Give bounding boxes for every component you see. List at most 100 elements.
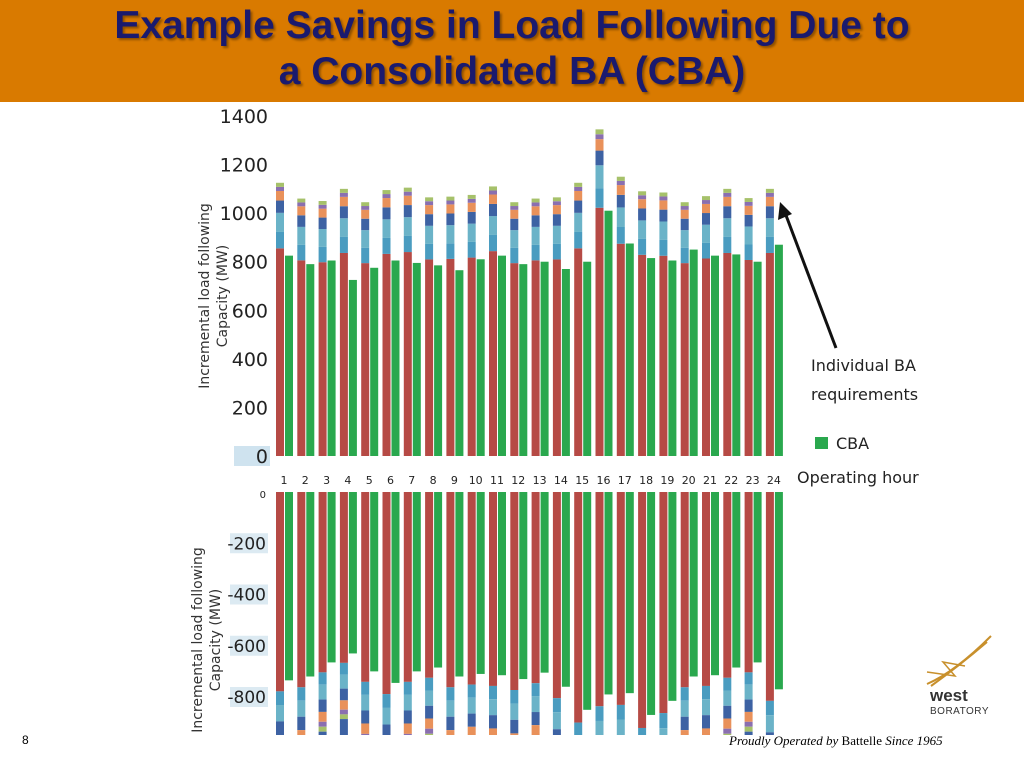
- ba-bar-segment: [382, 207, 391, 220]
- x-tick-label: 16: [597, 474, 611, 487]
- ba-bar-segment: [297, 206, 306, 216]
- ba-neg-bar-segment: [595, 492, 604, 707]
- cba-bar: [668, 260, 677, 456]
- ba-neg-bar-segment: [489, 492, 497, 686]
- bottom-y-tick-highlight: [230, 533, 268, 554]
- ba-neg-bar-segment: [403, 694, 412, 711]
- ba-neg-bar-segment: [552, 712, 561, 730]
- cba-neg-bar: [540, 492, 549, 673]
- ba-neg-bar-segment: [638, 492, 647, 728]
- x-axis-label: Operating hour: [797, 468, 919, 487]
- ba-neg-bar-segment: [638, 727, 647, 735]
- ba-bar-segment: [659, 192, 668, 197]
- ba-neg-bar-segment: [616, 719, 625, 735]
- x-tick-label: 24: [767, 474, 781, 487]
- ba-bar-segment: [702, 258, 710, 456]
- ba-bar-segment: [680, 209, 689, 219]
- cba-bar: [604, 210, 613, 456]
- ba-bar-segment: [531, 198, 540, 203]
- legend-individual-line2: requirements: [811, 385, 919, 404]
- ba-neg-bar-segment: [552, 492, 561, 699]
- x-tick-label: 8: [430, 474, 437, 487]
- ba-bar-segment: [489, 251, 497, 456]
- ba-bar-segment: [765, 192, 774, 197]
- ba-bar-segment: [531, 202, 540, 207]
- ba-neg-bar-segment: [659, 492, 668, 714]
- top-y-axis-title-line1: Incremental load following: [197, 203, 213, 389]
- cba-bar: [370, 267, 379, 456]
- ba-bar-segment: [702, 213, 710, 225]
- ba-bar-segment: [552, 197, 561, 202]
- x-tick-label: 14: [554, 474, 568, 487]
- cba-neg-bar: [434, 492, 443, 668]
- ba-bar-segment: [765, 206, 774, 219]
- cba-neg-bar: [711, 492, 719, 676]
- ba-bar-segment: [574, 186, 583, 191]
- ba-bar-segment: [318, 204, 327, 209]
- ba-bar-segment: [510, 202, 519, 207]
- top-y-tick-label: 200: [232, 397, 268, 419]
- cba-neg-bar: [583, 492, 592, 710]
- ba-neg-bar-segment: [318, 684, 327, 700]
- ba-bar-segment: [510, 206, 519, 210]
- ba-bar-segment: [297, 260, 306, 456]
- ba-neg-bar-segment: [361, 681, 370, 695]
- ba-bar-segment: [297, 215, 306, 227]
- cba-neg-bar: [348, 492, 357, 654]
- x-tick-label: 2: [302, 474, 309, 487]
- x-tick-label: 11: [490, 474, 504, 487]
- ba-bar-segment: [276, 182, 284, 187]
- ba-bar-segment: [765, 188, 774, 193]
- ba-bar-segment: [382, 219, 391, 238]
- ba-neg-bar-segment: [744, 726, 753, 732]
- bottom-y-tick-highlight: [230, 687, 268, 707]
- ba-neg-bar-segment: [403, 710, 412, 724]
- cba-bar: [753, 261, 762, 456]
- x-tick-label: 19: [660, 474, 674, 487]
- ba-bar-segment: [723, 218, 732, 237]
- ba-neg-bar-segment: [446, 700, 455, 717]
- ba-bar-segment: [276, 212, 284, 232]
- ba-neg-bar-segment: [510, 703, 519, 720]
- ba-bar-segment: [403, 187, 412, 192]
- ba-neg-bar-segment: [702, 685, 710, 700]
- ba-bar-segment: [382, 237, 391, 254]
- cba-neg-bar: [391, 492, 400, 683]
- ba-neg-bar-segment: [531, 492, 540, 684]
- x-tick-label: 5: [366, 474, 373, 487]
- footer-text: Proudly Operated by Battelle Since 1965: [729, 733, 943, 749]
- ba-bar-segment: [744, 201, 753, 206]
- cba-bar: [434, 265, 443, 456]
- ba-bar-segment: [318, 229, 327, 247]
- x-tick-label: 23: [746, 474, 760, 487]
- top-y-tick-label: 1200: [220, 155, 268, 177]
- ba-bar-segment: [467, 198, 476, 203]
- ba-neg-bar-segment: [680, 716, 689, 731]
- ba-bar-segment: [489, 186, 497, 191]
- ba-bar-segment: [765, 236, 774, 253]
- ba-bar-segment: [531, 260, 540, 456]
- cba-bar: [455, 270, 464, 456]
- ba-bar-segment: [552, 201, 561, 206]
- cba-bar: [476, 259, 485, 456]
- ba-neg-bar-segment: [276, 691, 284, 706]
- title-banner: Example Savings in Load Following Due to…: [0, 0, 1024, 102]
- ba-bar-segment: [425, 201, 434, 206]
- ba-neg-bar-segment: [425, 690, 434, 706]
- ba-neg-bar-segment: [425, 728, 434, 734]
- ba-bar-segment: [659, 221, 668, 240]
- ba-bar-segment: [489, 216, 497, 235]
- ba-neg-bar-segment: [361, 492, 370, 682]
- ba-bar-segment: [638, 199, 647, 209]
- logo-text-west: west: [930, 686, 968, 705]
- ba-bar-segment: [574, 212, 583, 232]
- ba-neg-bar-segment: [297, 492, 306, 688]
- x-tick-label: 22: [724, 474, 738, 487]
- ba-bar-segment: [744, 226, 753, 245]
- cba-neg-bar: [285, 492, 293, 681]
- cba-neg-bar: [753, 492, 762, 663]
- ba-bar-segment: [382, 198, 391, 208]
- ba-bar-segment: [552, 205, 561, 215]
- ba-bar-segment: [616, 207, 625, 227]
